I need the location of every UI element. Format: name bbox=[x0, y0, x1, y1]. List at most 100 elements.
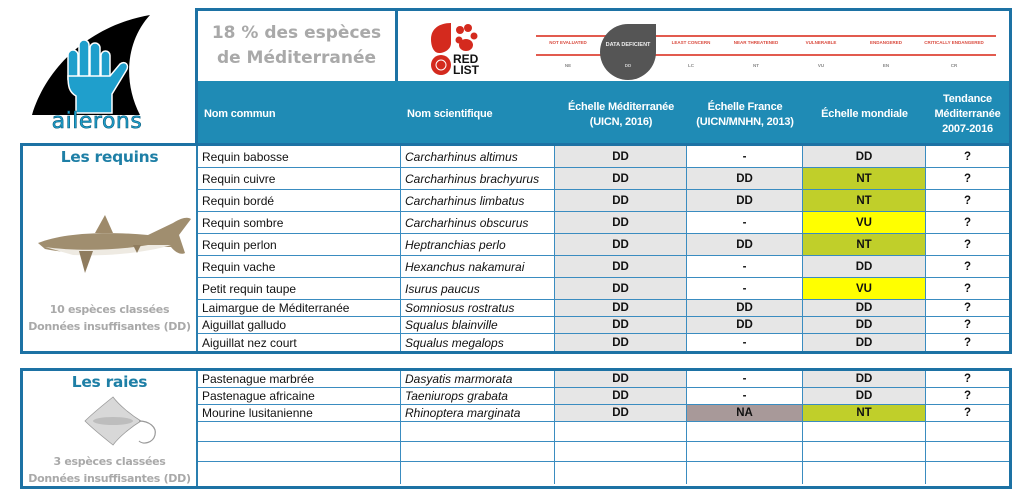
scientific-name-cell bbox=[401, 462, 555, 484]
category-vu: VULNERABLE bbox=[805, 40, 837, 45]
france-status-cell: NA bbox=[687, 405, 803, 421]
iucn-red-list-logo: RED LIST bbox=[429, 21, 489, 77]
table-row: Requin babosse Carcharhinus altimus DD - DD? bbox=[198, 146, 1009, 168]
trend-cell bbox=[926, 442, 1009, 461]
france-status-cell: DD bbox=[687, 300, 803, 316]
mediterranean-status-cell: DD bbox=[555, 168, 687, 189]
category-dd: DATA DEFICIENT bbox=[605, 42, 651, 48]
mediterranean-status-cell: DD bbox=[555, 405, 687, 421]
col-header-mediterranean-scale: Échelle Méditerranée (UICN, 2016) bbox=[567, 100, 675, 128]
france-status-cell bbox=[687, 442, 803, 461]
section-note-count: 3 espèces classées bbox=[53, 455, 166, 468]
common-name-cell: Petit requin taupe bbox=[198, 278, 401, 299]
world-status-cell: NT bbox=[803, 405, 926, 421]
world-status-cell: DD bbox=[803, 317, 926, 333]
category-ne: NOT EVALUATED bbox=[549, 40, 587, 45]
trend-cell: ? bbox=[926, 334, 1009, 351]
shark-fin-hand-icon: ailerons bbox=[32, 15, 150, 134]
world-status-cell: DD bbox=[803, 371, 926, 387]
category-cr: CRITICALLY ENDANGERED bbox=[924, 40, 984, 45]
france-status-cell: - bbox=[687, 256, 803, 277]
section-note-count: 10 espèces classées bbox=[49, 303, 170, 316]
logo-text: ailerons bbox=[52, 109, 143, 134]
scientific-name-cell: Carcharhinus altimus bbox=[401, 146, 555, 167]
svg-text:RED: RED bbox=[453, 52, 479, 66]
common-name-cell: Requin babosse bbox=[198, 146, 401, 167]
table-row bbox=[198, 442, 1009, 462]
mediterranean-status-cell: DD bbox=[555, 234, 687, 255]
section-note-status: Données insuffisantes (DD) bbox=[28, 320, 191, 333]
common-name-cell: Pastenague marbrée bbox=[198, 371, 401, 387]
common-name-cell: Aiguillat nez court bbox=[198, 334, 401, 351]
stat-line-2: de Méditerranée bbox=[216, 48, 377, 68]
col-header-world-scale: Échelle mondiale bbox=[821, 108, 908, 120]
stat-box: 18 % des espèces de Méditerranée bbox=[198, 11, 398, 81]
common-name-cell: Pastenague africaine bbox=[198, 388, 401, 404]
col-header-common-name: Nom commun bbox=[204, 108, 276, 120]
world-status-cell: DD bbox=[803, 300, 926, 316]
trend-cell: ? bbox=[926, 371, 1009, 387]
table-row bbox=[198, 422, 1009, 442]
shark-illustration bbox=[33, 211, 193, 281]
trend-cell: ? bbox=[926, 388, 1009, 404]
scientific-name-cell: Somniosus rostratus bbox=[401, 300, 555, 316]
scientific-name-cell: Isurus paucus bbox=[401, 278, 555, 299]
stat-line-1: 18 % des espèces bbox=[211, 23, 382, 43]
col-header-trend: Tendance Méditerranée 2007-2016 bbox=[934, 93, 1001, 135]
scientific-name-cell: Taeniurops grabata bbox=[401, 388, 555, 404]
trend-cell: ? bbox=[926, 168, 1009, 189]
ray-icon bbox=[84, 396, 156, 446]
france-status-cell: - bbox=[687, 278, 803, 299]
france-status-cell bbox=[687, 462, 803, 484]
mediterranean-status-cell bbox=[555, 462, 687, 484]
world-status-cell bbox=[803, 462, 926, 484]
common-name-cell: Requin cuivre bbox=[198, 168, 401, 189]
column-headers: Nom commun Nom scientifique Échelle Médi… bbox=[198, 81, 1009, 148]
section-title: Les raies bbox=[71, 373, 148, 391]
table-row: Requin cuivre Carcharhinus brachyurus DD DD… bbox=[198, 168, 1009, 190]
common-name-cell: Requin sombre bbox=[198, 212, 401, 233]
france-status-cell bbox=[687, 422, 803, 441]
table-row bbox=[198, 462, 1009, 484]
france-status-cell: - bbox=[687, 212, 803, 233]
ray-illustration bbox=[83, 395, 163, 447]
rays-table: Pastenague marbrée Dasyatis marmorata DD - D… bbox=[198, 371, 1009, 484]
iucn-red-list-scale: RED LIST NOT EVALUATED NE DATA DEFICIENT… bbox=[401, 11, 1009, 81]
mediterranean-status-cell: DD bbox=[555, 212, 687, 233]
section-note-status: Données insuffisantes (DD) bbox=[28, 472, 191, 485]
mediterranean-status-cell: DD bbox=[555, 190, 687, 211]
france-status-cell: - bbox=[687, 334, 803, 351]
red-list-category-scale: NOT EVALUATED NE DATA DEFICIENT DD LEAST… bbox=[536, 16, 996, 80]
scientific-name-cell: Squalus megalops bbox=[401, 334, 555, 351]
common-name-cell bbox=[198, 422, 401, 441]
table-row: Requin perlon Heptranchias perlo DD DD NT? bbox=[198, 234, 1009, 256]
trend-cell bbox=[926, 422, 1009, 441]
france-status-cell: DD bbox=[687, 317, 803, 333]
world-status-cell: VU bbox=[803, 278, 926, 299]
category-en: ENDANGERED bbox=[869, 40, 902, 45]
france-status-cell: DD bbox=[687, 168, 803, 189]
table-row: Petit requin taupe Isurus paucus DD - VU? bbox=[198, 278, 1009, 300]
table-header: 18 % des espèces de Méditerranée RED LIS… bbox=[195, 8, 1012, 148]
mediterranean-status-cell: DD bbox=[555, 317, 687, 333]
trend-cell: ? bbox=[926, 405, 1009, 421]
world-status-cell: DD bbox=[803, 256, 926, 277]
common-name-cell: Aiguillat galludo bbox=[198, 317, 401, 333]
trend-cell: ? bbox=[926, 146, 1009, 167]
mediterranean-status-cell: DD bbox=[555, 146, 687, 167]
common-name-cell bbox=[198, 442, 401, 461]
common-name-cell: Mourine lusitanienne bbox=[198, 405, 401, 421]
scientific-name-cell: Hexanchus nakamurai bbox=[401, 256, 555, 277]
scientific-name-cell: Dasyatis marmorata bbox=[401, 371, 555, 387]
world-status-cell: DD bbox=[803, 388, 926, 404]
trend-cell: ? bbox=[926, 300, 1009, 316]
mediterranean-status-cell bbox=[555, 442, 687, 461]
common-name-cell: Requin vache bbox=[198, 256, 401, 277]
mediterranean-status-cell: DD bbox=[555, 334, 687, 351]
trend-cell: ? bbox=[926, 190, 1009, 211]
world-status-cell: NT bbox=[803, 190, 926, 211]
svg-text:LIST: LIST bbox=[453, 63, 480, 76]
scientific-name-cell: Rhinoptera marginata bbox=[401, 405, 555, 421]
france-status-cell: DD bbox=[687, 234, 803, 255]
scientific-name-cell bbox=[401, 442, 555, 461]
